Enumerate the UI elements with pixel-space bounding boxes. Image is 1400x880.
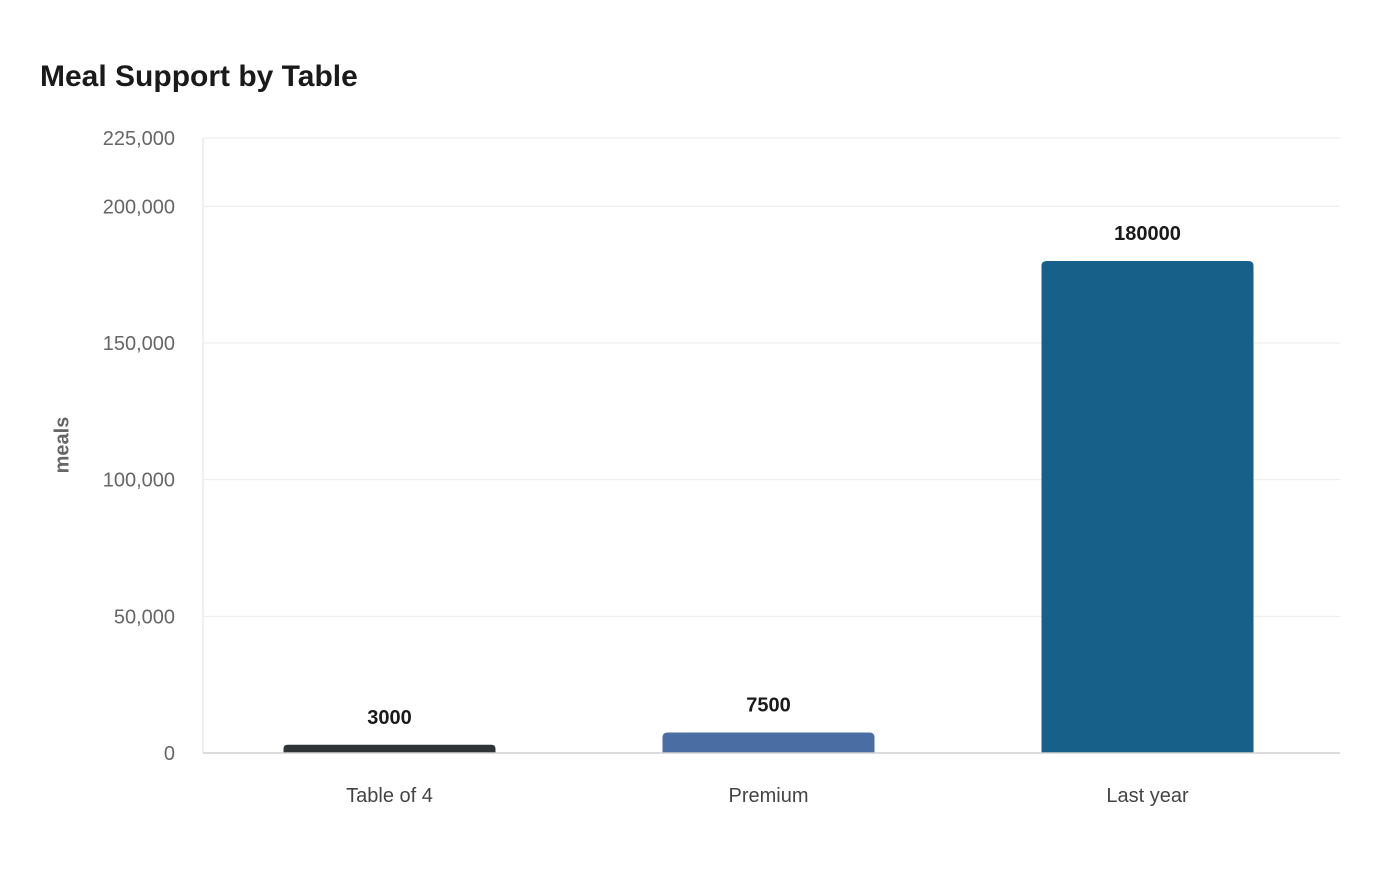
y-tick-label: 100,000 bbox=[103, 470, 175, 492]
bar-table-of-4 bbox=[283, 744, 496, 753]
data-label: 3000 bbox=[367, 707, 412, 729]
y-tick-label: 225,000 bbox=[103, 128, 175, 150]
data-label: 7500 bbox=[746, 695, 791, 717]
y-tick-label: 200,000 bbox=[103, 196, 175, 218]
x-tick-label: Table of 4 bbox=[346, 785, 433, 807]
y-tick-label: 50,000 bbox=[114, 606, 175, 628]
bar-last-year bbox=[1041, 261, 1254, 753]
x-tick-label: Premium bbox=[728, 785, 808, 807]
y-tick-label: 150,000 bbox=[103, 333, 175, 355]
y-tick-label: 0 bbox=[164, 743, 175, 765]
x-tick-label: Last year bbox=[1106, 785, 1189, 807]
data-label: 180000 bbox=[1114, 223, 1181, 245]
chart-title: Meal Support by Table bbox=[40, 60, 358, 93]
bar-premium bbox=[662, 732, 875, 753]
